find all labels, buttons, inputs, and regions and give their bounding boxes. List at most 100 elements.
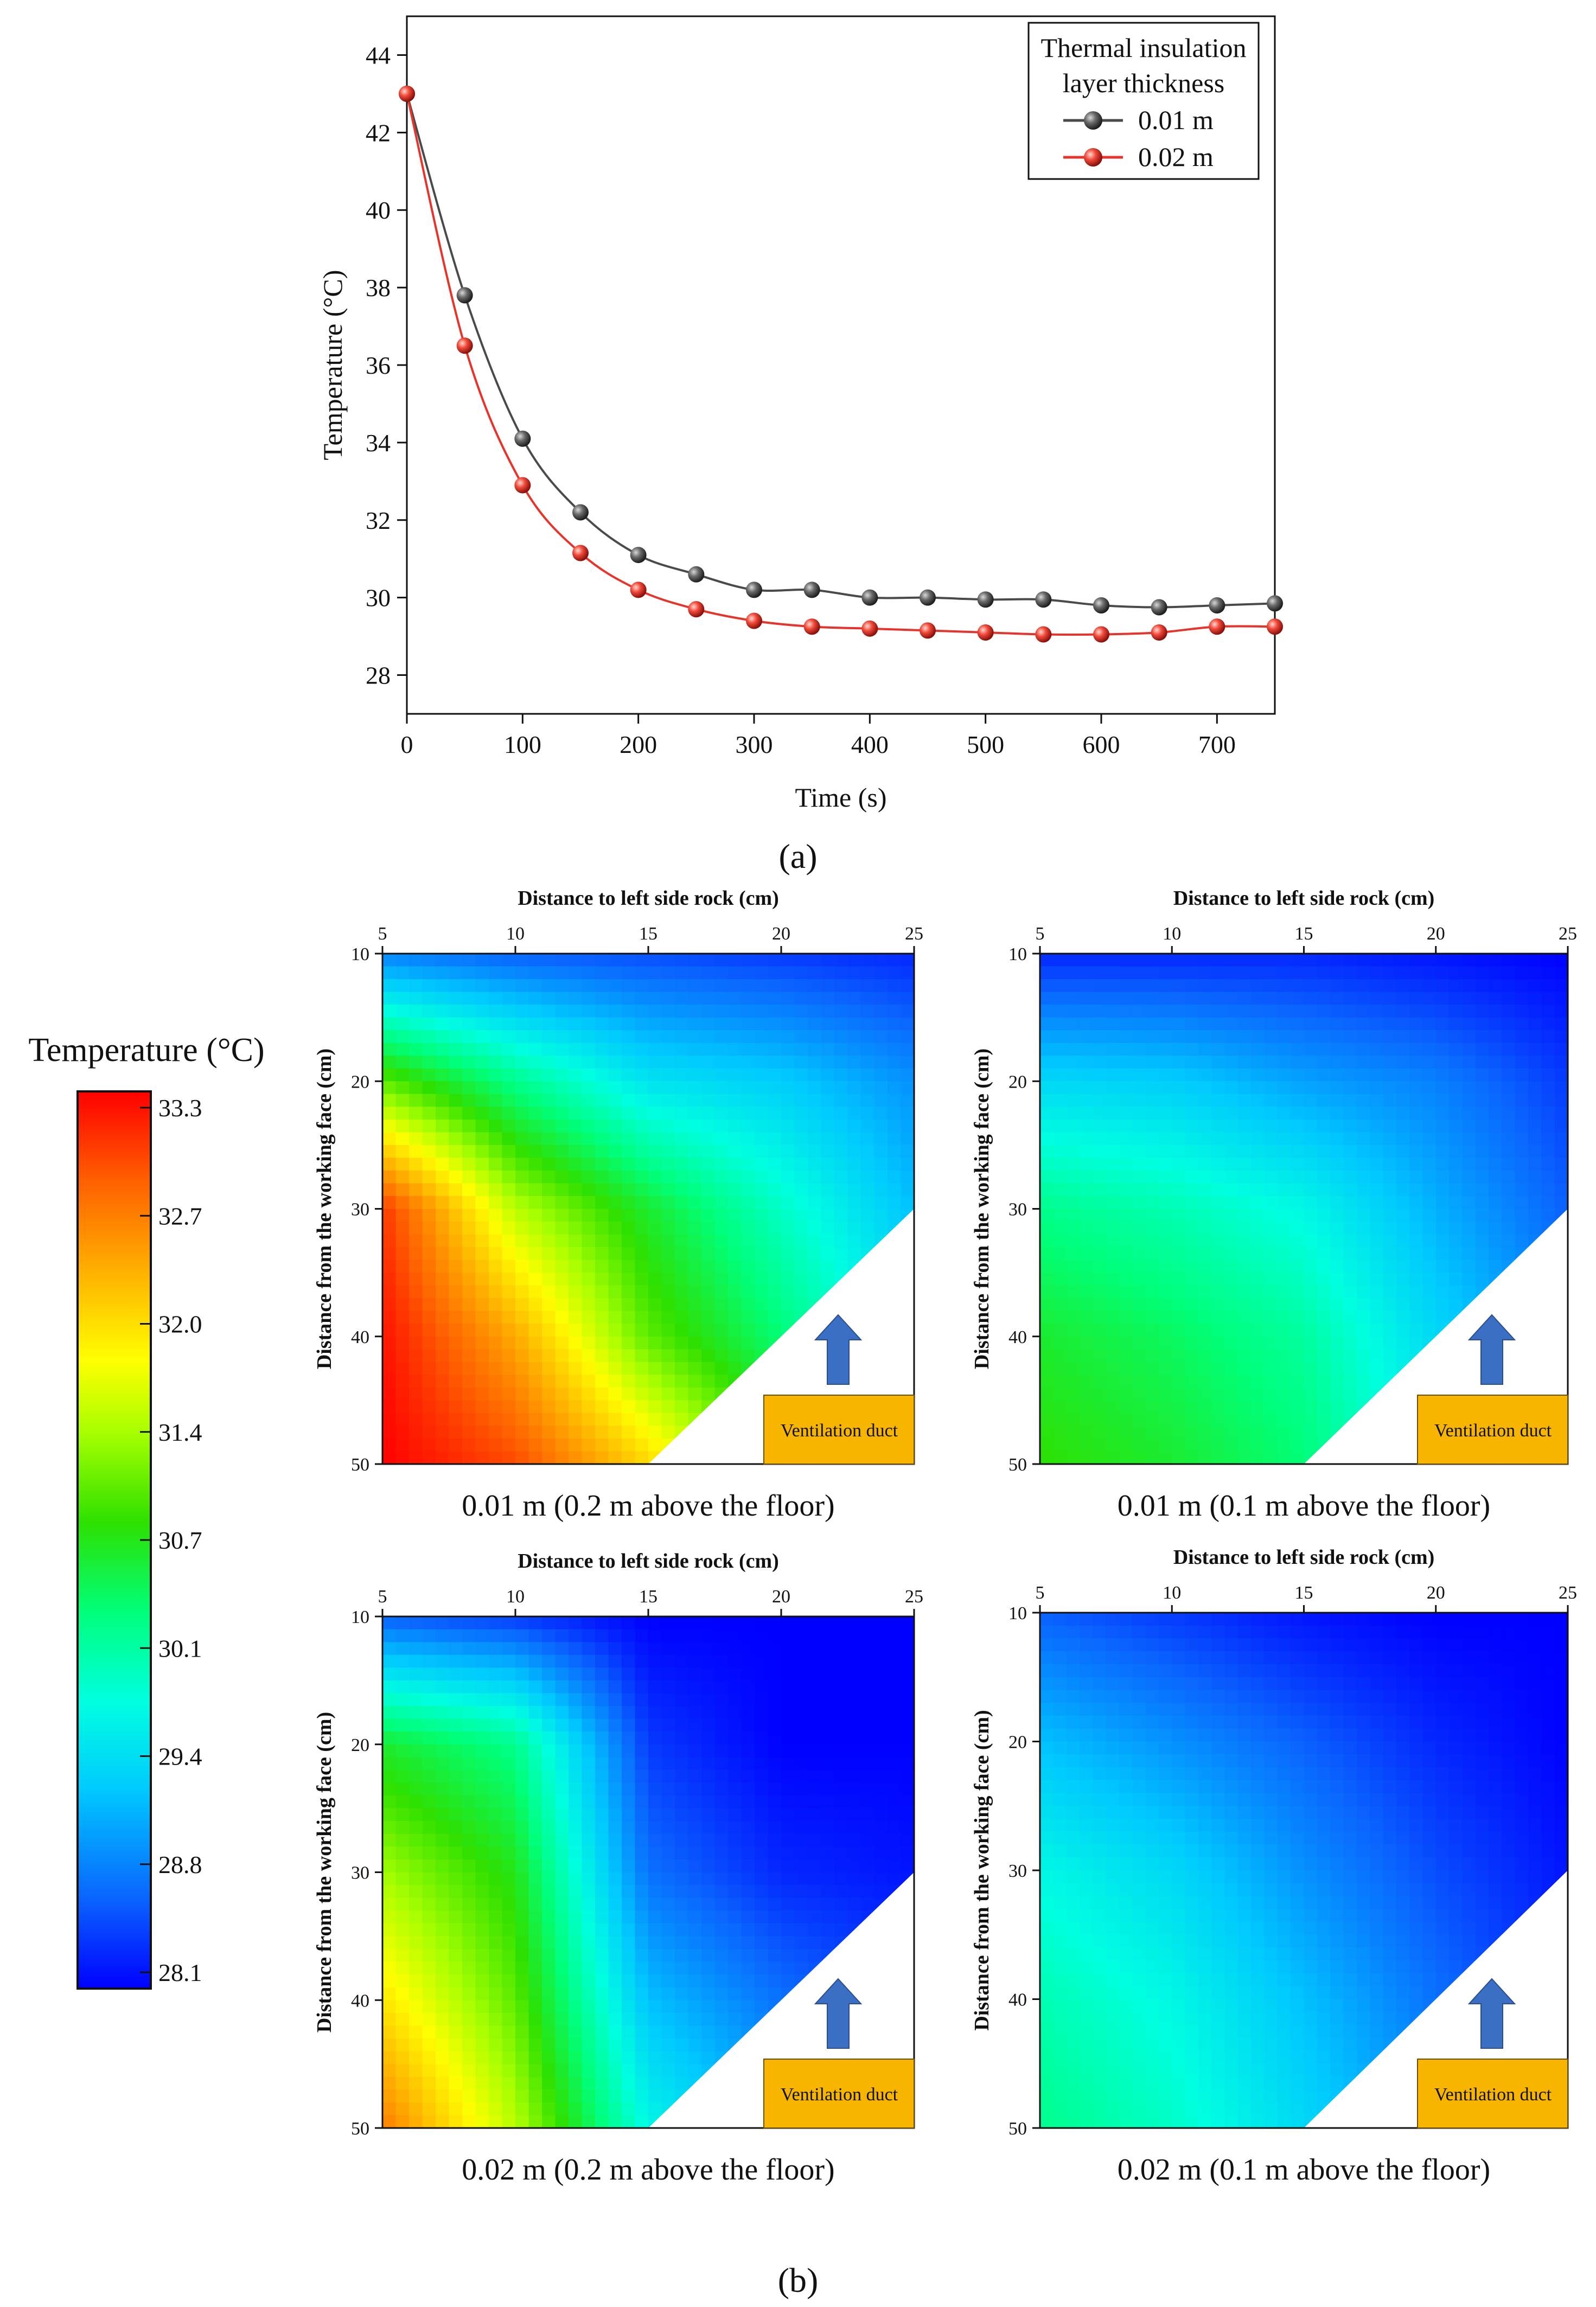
heatmap-cell [622, 1413, 636, 1427]
heatmap-cell [1238, 1286, 1252, 1299]
heatmap-cell [715, 1069, 729, 1082]
heatmap-cell [662, 1298, 676, 1312]
heatmap-cell [622, 1873, 636, 1886]
heatmap-cell [1409, 979, 1423, 993]
heatmap-cell [861, 1719, 875, 1733]
heatmap-cell [502, 1375, 516, 1388]
heatmap-cell [795, 1936, 809, 1950]
heatmap-cell [595, 1209, 609, 1223]
heatmap-cell [1515, 1196, 1529, 1210]
heatmap-cell [569, 1949, 583, 1963]
heatmap-cell [515, 1846, 529, 1860]
heatmap-cell [701, 1056, 716, 1069]
heatmap-cell [542, 1757, 556, 1771]
heatmap-cell [1304, 967, 1318, 980]
heatmap-cell [1304, 1413, 1318, 1427]
heatmap-cell [1053, 1018, 1067, 1031]
heatmap-cell [622, 1183, 636, 1197]
heatmap-cell [382, 1910, 397, 1924]
heatmap-cell [569, 1808, 583, 1822]
heatmap-cell [715, 1375, 729, 1388]
heatmap-cell [635, 1680, 649, 1694]
heatmap-cell [701, 1680, 716, 1694]
heatmap-cell [1343, 1056, 1357, 1069]
heatmap-cell [423, 992, 437, 1006]
heatmap-cell [1462, 1145, 1476, 1159]
heatmap-cell [622, 979, 636, 993]
series-2-point-9 [920, 622, 936, 638]
heatmap-cell [821, 1005, 835, 1018]
heatmap-cell [582, 1949, 596, 1963]
heatmap-cell [609, 1209, 623, 1223]
heatmap-cell [515, 1731, 529, 1745]
heatmap-cell [1225, 1324, 1239, 1337]
heatmap-cell [688, 967, 703, 980]
heatmap-cell [1238, 1413, 1252, 1427]
heatmap-cell [1067, 1260, 1081, 1274]
heatmap-cell [768, 1808, 782, 1822]
heatmap-cell [1343, 979, 1357, 993]
heatmap-cell [529, 1413, 543, 1427]
heatmap-cell [1067, 992, 1081, 1006]
heatmap-cell [556, 1834, 570, 1848]
heatmap-cell [569, 992, 583, 1006]
heatmap-cell [502, 2077, 516, 2091]
heatmap-cell [715, 1795, 729, 1809]
heatmap-cell [1317, 1388, 1331, 1401]
heatmap-cell [595, 2000, 609, 2014]
heatmap-cell [529, 1209, 543, 1223]
heatmap-cell [648, 2038, 662, 2052]
heatmap-cell [436, 1030, 450, 1044]
heatmap-cell [1067, 1107, 1081, 1120]
heatmap-cell [436, 2025, 450, 2039]
heatmap-cell [1146, 1324, 1160, 1337]
heatmap-cell [489, 1834, 503, 1848]
heatmap-cell [382, 1706, 397, 1720]
heatmap-cell [582, 1770, 596, 1784]
heatmap-cell [1304, 1400, 1318, 1414]
heatmap-cell [662, 2013, 676, 2027]
heatmap-cell [1304, 1094, 1318, 1108]
heatmap-cell [821, 967, 835, 980]
heatmap-cell [701, 979, 716, 993]
heatmap-cell [1343, 1298, 1357, 1312]
heatmap-cell [542, 1375, 556, 1388]
heatmap-cell [622, 2089, 636, 2103]
series-2-point-2 [514, 477, 531, 493]
heatmap-cell [409, 1642, 423, 1656]
heatmap-cell [821, 1260, 835, 1274]
heatmap-cell [834, 979, 848, 993]
heatmap-cell [609, 2025, 623, 2039]
heatmap-cell [423, 1094, 437, 1108]
colorbar-tick-label: 31.4 [158, 1418, 202, 1446]
heatmap-cell [542, 1616, 556, 1630]
heatmap-cell [409, 1988, 423, 2001]
heatmap-cell [701, 1005, 716, 1018]
series-1-point-12 [1093, 597, 1109, 614]
heatmap-cell [489, 1081, 503, 1095]
heatmap-cell [821, 1808, 835, 1822]
heatmap-cell [396, 954, 410, 967]
heatmap-cell [1291, 1120, 1305, 1133]
heatmap-cell [609, 1898, 623, 1912]
heatmap-cell [476, 1859, 490, 1873]
heatmap-cell [1383, 1311, 1397, 1325]
x-tick-label: 10 [1163, 924, 1181, 944]
heatmap-cell [529, 1183, 543, 1197]
heatmap-cell [1489, 1235, 1503, 1248]
heatmap-cell [1278, 1005, 1292, 1018]
heatmap-cell [795, 1247, 809, 1261]
heatmap-cell [449, 1655, 463, 1669]
heatmap-cell [648, 1030, 662, 1044]
heatmap-cell [728, 1349, 742, 1363]
heatmap-cell [1422, 1183, 1437, 1197]
heatmap-cell [1278, 1107, 1292, 1120]
heatmap-cell [502, 1873, 516, 1886]
heatmap-cell [1132, 1400, 1146, 1414]
heatmap-cell [1146, 1030, 1160, 1044]
heatmap-cell [502, 1043, 516, 1057]
heatmap-cell [1067, 979, 1081, 993]
heatmap-cell [742, 1171, 756, 1184]
heatmap-cell [1489, 1260, 1503, 1274]
heatmap-cell [462, 1056, 476, 1069]
